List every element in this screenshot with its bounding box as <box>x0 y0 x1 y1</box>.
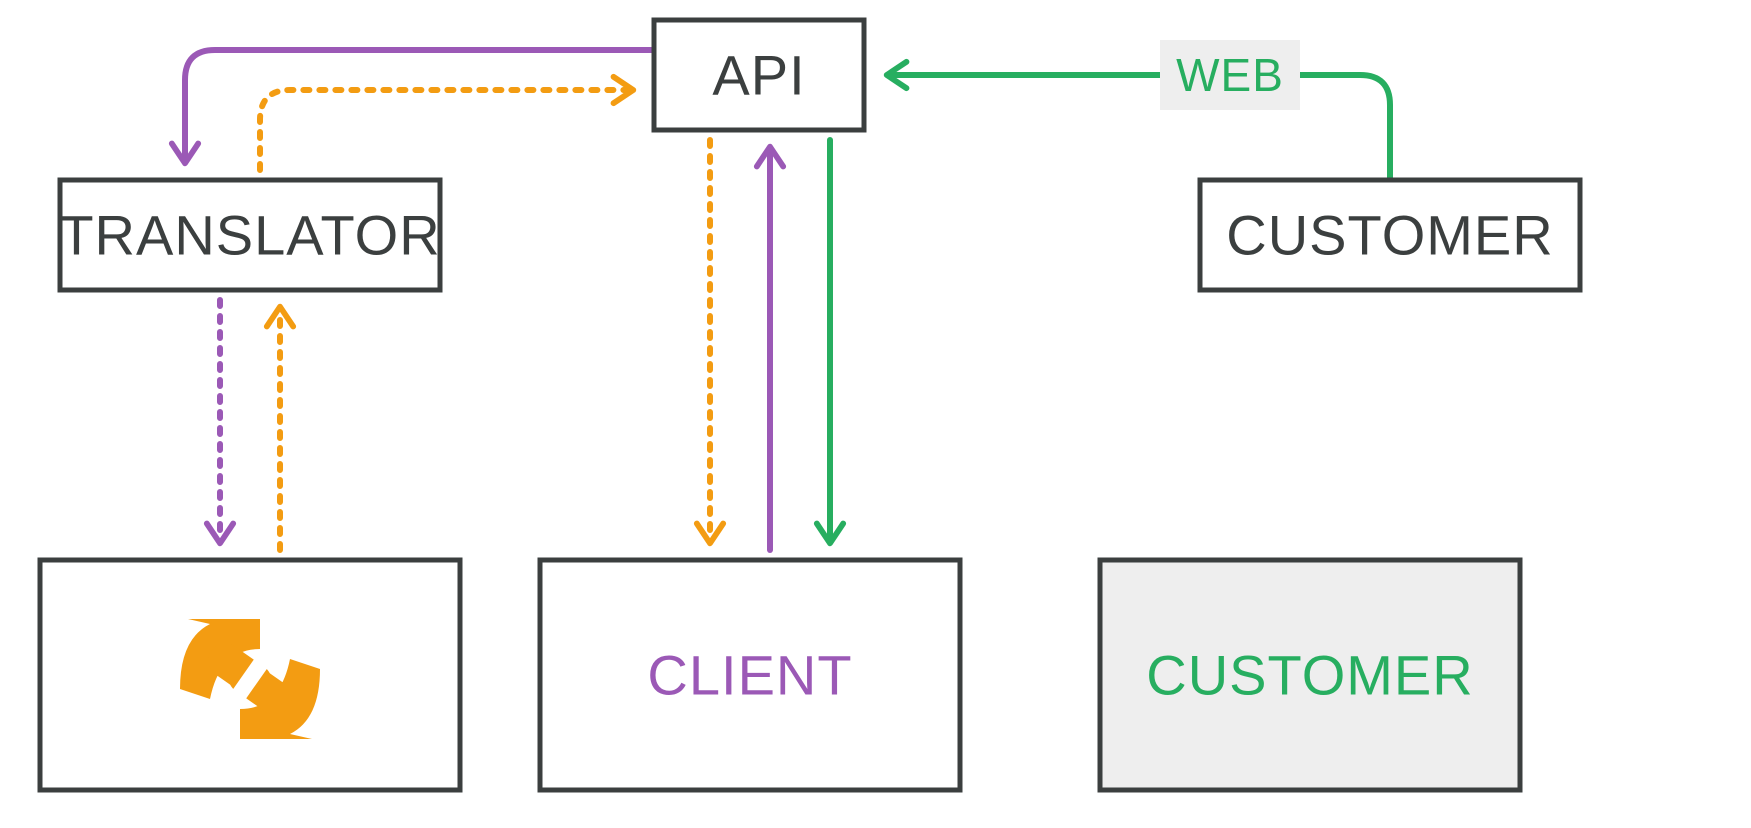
edge-label-web-text: WEB <box>1176 49 1284 101</box>
edge-customer_to_api <box>890 75 1390 180</box>
node-client: CLIENT <box>540 560 960 790</box>
node-api: API <box>654 20 864 130</box>
edge-api_to_translator <box>185 50 654 160</box>
node-customer_top: CUSTOMER <box>1200 180 1580 290</box>
node-api-label: API <box>712 44 805 107</box>
node-customer_top-label: CUSTOMER <box>1226 204 1553 267</box>
node-customer_bot-label: CUSTOMER <box>1146 644 1473 707</box>
node-translator-label: TRANSLATOR <box>59 204 440 267</box>
node-customer_bot: CUSTOMER <box>1100 560 1520 790</box>
node-translator: TRANSLATOR <box>59 180 440 290</box>
node-client-label: CLIENT <box>647 644 852 707</box>
edge-label-web: WEB <box>1160 40 1300 110</box>
edge-translator_to_api <box>260 90 630 170</box>
